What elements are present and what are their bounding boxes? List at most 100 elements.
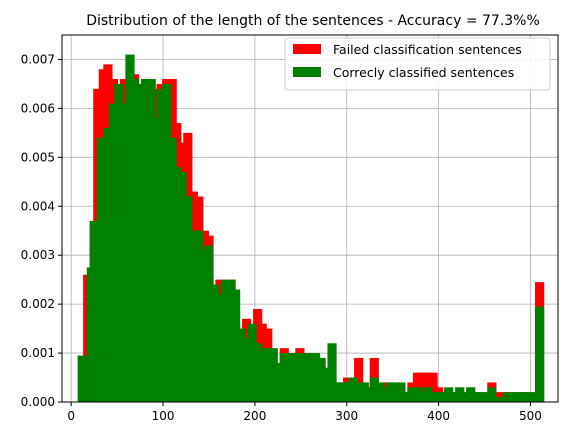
correct-bar — [199, 250, 209, 402]
correct-bar — [295, 353, 305, 402]
correct-bar — [337, 382, 347, 402]
correct-bar — [455, 387, 465, 402]
correct-bar — [89, 220, 99, 402]
plot-frame — [61, 34, 559, 403]
correct-bar — [209, 284, 220, 402]
y-tick-label: 0.004 — [21, 199, 55, 213]
correct-bar — [327, 343, 337, 402]
y-tick-label: 0.007 — [21, 52, 55, 66]
legend-label-correct: Correcly classified sentences — [333, 65, 514, 80]
correct-bar — [108, 103, 119, 403]
correct-bar — [257, 348, 267, 402]
correct-bar — [247, 323, 257, 402]
correct-bar — [524, 392, 534, 402]
correct-bar — [135, 83, 145, 402]
correct-bar — [428, 392, 438, 402]
y-tick-label: 0.006 — [21, 101, 55, 115]
correct-bar — [434, 392, 444, 402]
correct-bar — [417, 392, 427, 402]
correct-bar — [343, 382, 353, 402]
failed-bar — [428, 372, 438, 402]
y-tick-label: 0.000 — [21, 395, 55, 409]
correct-bar — [407, 387, 417, 402]
correct-bar — [491, 397, 502, 402]
legend-swatch-correct — [293, 67, 321, 77]
correct-bar — [188, 230, 198, 402]
correct-bar — [470, 392, 480, 402]
correct-bar — [535, 306, 545, 402]
legend-label-failed: Failed classification sentences — [333, 42, 522, 57]
correct-bar — [204, 245, 214, 402]
correct-bar — [369, 377, 379, 402]
failed-bar — [354, 357, 364, 402]
y-tick-label: 0.003 — [21, 248, 55, 262]
y-tick-label: 0.002 — [21, 297, 55, 311]
correct-bar — [119, 103, 130, 403]
correct-bar — [401, 392, 412, 402]
correct-bar — [220, 279, 231, 402]
correct-bar — [390, 382, 401, 402]
correct-bar — [103, 127, 113, 403]
correct-bar — [354, 382, 364, 402]
correct-bar — [129, 79, 140, 402]
legend-frame — [284, 37, 551, 91]
correct-bar — [359, 382, 369, 402]
x-tick-label: 200 — [243, 409, 266, 423]
correct-bar — [77, 355, 87, 402]
correct-bar — [263, 348, 273, 402]
legend: Failed classification sentences Correcly… — [284, 37, 551, 91]
correct-bar — [508, 392, 518, 402]
correct-bar — [380, 387, 390, 402]
correct-bar — [502, 392, 513, 402]
correct-bar — [300, 353, 310, 402]
correct-bar — [529, 392, 539, 402]
correct-bar — [167, 137, 177, 402]
correct-bar — [140, 79, 151, 402]
chart-title: Distribution of the length of the senten… — [86, 13, 540, 29]
correct-bar — [289, 353, 299, 402]
correct-bar — [236, 328, 246, 402]
correct-bar — [481, 392, 491, 402]
correct-bar — [310, 353, 321, 402]
axes: 0 100 200 300 400 500 0.000 0.001 0.002 0.003 0.00… — [21, 34, 559, 423]
correct-bar — [497, 397, 507, 402]
correct-bar — [231, 289, 241, 402]
legend-swatch-failed — [293, 44, 321, 54]
x-tick-label: 100 — [152, 409, 175, 423]
correct-bar — [460, 392, 470, 402]
correct-bar — [183, 196, 193, 402]
x-tick-label: 300 — [335, 409, 358, 423]
correct-bar — [156, 88, 166, 403]
correct-bar — [449, 392, 459, 402]
correct-series-bars — [77, 54, 545, 403]
correct-bar — [396, 382, 406, 402]
correct-bar — [476, 392, 486, 402]
correct-bar — [348, 377, 358, 402]
correct-bar — [172, 167, 182, 402]
y-tick-label: 0.001 — [21, 346, 55, 360]
correct-bar — [518, 392, 528, 402]
correct-bar — [242, 338, 252, 402]
x-tick-label: 400 — [427, 409, 450, 423]
correct-bar — [274, 362, 284, 402]
correct-bar — [375, 382, 385, 402]
correct-bar — [96, 137, 107, 402]
correct-bar — [162, 83, 172, 402]
correct-bar — [444, 387, 454, 402]
correct-bar — [284, 353, 294, 402]
correct-bar — [146, 79, 156, 402]
correct-bar — [487, 387, 497, 402]
correct-bar — [422, 387, 433, 402]
correct-bar — [268, 348, 278, 402]
correct-bar — [177, 172, 187, 402]
correct-bar — [114, 83, 124, 402]
correct-bar — [194, 230, 204, 402]
correct-bar — [316, 357, 326, 402]
x-tick-label: 500 — [519, 409, 542, 423]
correct-bar — [321, 367, 332, 402]
correct-bar — [215, 294, 225, 402]
x-tick-label: 0 — [67, 409, 75, 423]
y-tick-label: 0.005 — [21, 150, 55, 164]
